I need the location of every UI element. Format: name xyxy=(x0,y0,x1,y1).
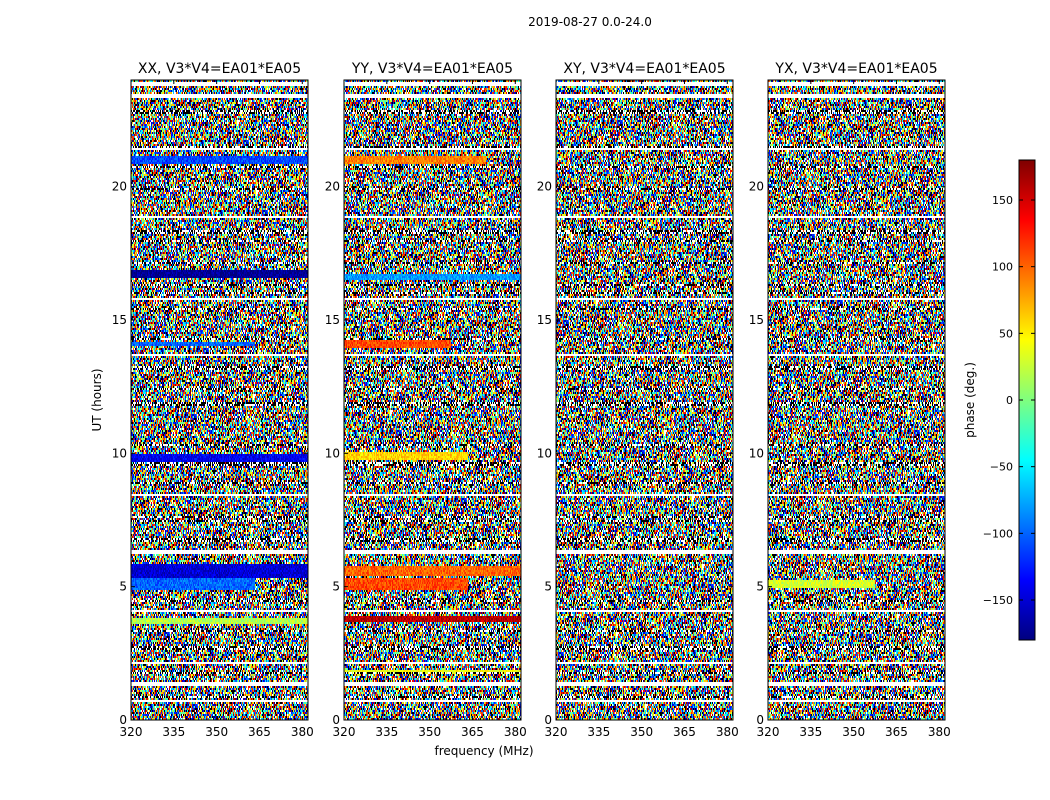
panel-title: YY, V3*V4=EA01*EA05 xyxy=(351,61,513,77)
x-tick-label: 380 xyxy=(504,725,527,739)
x-tick-label: 380 xyxy=(928,725,951,739)
colorbar-label: phase (deg.) xyxy=(963,362,977,438)
panels: XX, V3*V4=EA01*EA05 320 335 350 365 380 0 5 10 15… xyxy=(112,61,951,739)
x-tick-label: 320 xyxy=(333,725,356,739)
colorbar-tick-label: −150 xyxy=(983,594,1013,607)
panel-3: XY, V3*V4=EA01*EA05 320 335 350 365 380 0 5 10 15… xyxy=(537,61,739,739)
y-tick-label: 10 xyxy=(537,446,552,460)
panel-4: YX, V3*V4=EA01*EA05 320 335 350 365 380 0 5 10 15… xyxy=(749,61,951,739)
colorbar-tick-label: −100 xyxy=(983,527,1013,540)
y-axis-label: UT (hours) xyxy=(90,368,104,431)
x-tick-label: 335 xyxy=(375,725,398,739)
panel-heatmap xyxy=(131,80,308,720)
y-tick-label: 0 xyxy=(756,713,764,727)
figure-suptitle: 2019-08-27 0.0-24.0 xyxy=(528,15,652,29)
panel-frame xyxy=(343,79,522,721)
panel-frame xyxy=(555,79,734,721)
x-tick-label: 350 xyxy=(205,725,228,739)
panel-heatmap xyxy=(344,80,521,720)
x-tick-label: 365 xyxy=(248,725,271,739)
colorbar-tick-label: −50 xyxy=(990,461,1013,474)
x-tick-label: 365 xyxy=(673,725,696,739)
y-tick-label: 10 xyxy=(325,446,340,460)
y-tick-label: 0 xyxy=(332,713,340,727)
x-tick-label: 380 xyxy=(291,725,314,739)
colorbar-tick-label: 100 xyxy=(992,261,1013,274)
panel-1: XX, V3*V4=EA01*EA05 320 335 350 365 380 0 5 10 15… xyxy=(112,61,314,739)
y-tick-label: 15 xyxy=(112,313,127,327)
colorbar-tick-label: 50 xyxy=(999,327,1013,340)
y-tick-label: 15 xyxy=(537,313,552,327)
x-tick-label: 380 xyxy=(716,725,739,739)
panel-heatmap xyxy=(556,80,733,720)
x-tick-label: 335 xyxy=(799,725,822,739)
y-tick-label: 20 xyxy=(749,180,764,194)
x-tick-label: 335 xyxy=(162,725,185,739)
y-tick-label: 5 xyxy=(544,580,552,594)
panel-title: YX, V3*V4=EA01*EA05 xyxy=(774,61,937,77)
y-tick-label: 15 xyxy=(325,313,340,327)
x-tick-label: 365 xyxy=(461,725,484,739)
x-tick-label: 350 xyxy=(418,725,441,739)
colorbar-tick-label: 150 xyxy=(992,194,1013,207)
y-tick-label: 0 xyxy=(544,713,552,727)
panel-heatmap xyxy=(768,80,945,720)
y-tick-label: 10 xyxy=(749,446,764,460)
y-tick-label: 5 xyxy=(756,580,764,594)
y-tick-label: 5 xyxy=(332,580,340,594)
panel-frame xyxy=(767,79,946,721)
colorbar-ticks: −150 −100 −50 0 50 100 150 xyxy=(983,194,1035,607)
y-tick-label: 20 xyxy=(112,180,127,194)
colorbar-tick-label: 0 xyxy=(1006,394,1013,407)
y-tick-label: 20 xyxy=(537,180,552,194)
x-tick-label: 335 xyxy=(587,725,610,739)
colorbar: −150 −100 −50 0 50 100 150 phase (deg.) xyxy=(963,159,1036,641)
x-tick-label: 320 xyxy=(757,725,780,739)
x-tick-label: 365 xyxy=(885,725,908,739)
panel-title: XX, V3*V4=EA01*EA05 xyxy=(138,61,301,77)
panel-title: XY, V3*V4=EA01*EA05 xyxy=(563,61,725,77)
y-tick-label: 5 xyxy=(119,580,127,594)
x-axis-label: frequency (MHz) xyxy=(434,744,533,758)
x-tick-label: 350 xyxy=(842,725,865,739)
y-tick-label: 15 xyxy=(749,313,764,327)
x-tick-label: 320 xyxy=(120,725,143,739)
y-tick-label: 0 xyxy=(119,713,127,727)
y-tick-label: 20 xyxy=(325,180,340,194)
y-tick-label: 10 xyxy=(112,446,127,460)
x-tick-label: 350 xyxy=(630,725,653,739)
panel-2: YY, V3*V4=EA01*EA05 320 335 350 365 380 0 5 10 15… xyxy=(325,61,527,739)
x-tick-label: 320 xyxy=(545,725,568,739)
panel-frame xyxy=(130,79,309,721)
